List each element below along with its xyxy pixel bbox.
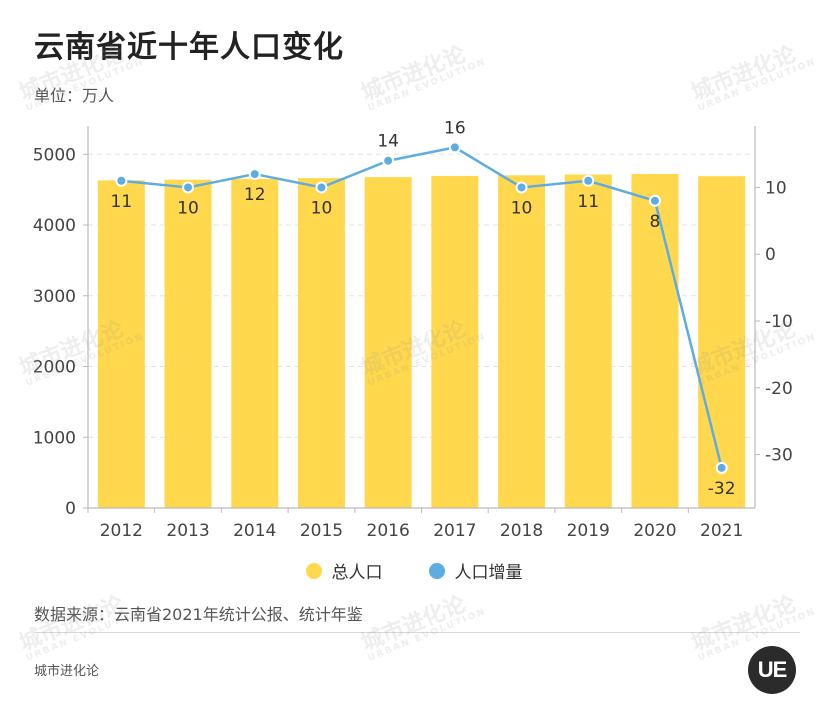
y-right-tick-label: -10 [765,312,793,332]
bar-total-2013 [164,179,212,509]
x-tick-label: 2013 [166,521,209,541]
chart-title: 云南省近十年人口变化 [34,30,344,65]
data-label-increase-2018: 10 [511,198,533,218]
data-label-increase-2012: 11 [111,192,133,212]
y-left-tick-label: 1000 [33,428,76,448]
data-label-increase-2015: 10 [311,198,333,218]
legend-item-total[interactable]: 总人口 [305,558,383,583]
data-label-increase-2019: 11 [577,192,599,212]
point-increase-2020 [648,194,661,207]
y-left-tick-label: 3000 [33,287,76,307]
data-label-increase-2017: 16 [444,118,466,138]
legend-swatch-total-icon [305,562,322,579]
data-label-increase-2020: 8 [650,212,661,232]
x-tick-label: 2016 [367,521,410,541]
x-tick-label: 2012 [100,521,143,541]
legend-item-increase[interactable]: 人口增量 [428,558,523,583]
y-right-tick-label: -20 [765,379,793,399]
point-increase-2016 [382,154,395,167]
x-tick-label: 2020 [633,521,676,541]
y-right-tick-label: 0 [765,245,776,265]
bar-total-2016 [364,177,412,508]
line-increase [121,146,723,469]
x-tick-label: 2019 [567,521,610,541]
bar-total-2020 [631,173,679,508]
point-increase-2017 [448,141,461,154]
point-increase-2018 [515,181,528,194]
point-increase-2012 [115,174,128,187]
legend-label-total: 总人口 [331,563,383,583]
x-tick-label: 2018 [500,521,543,541]
data-label-increase-2016: 14 [377,132,399,152]
unit-label: 单位：万人 [34,86,115,105]
y-left-tick-label: 2000 [33,358,76,378]
legend: 总人口 人口增量 [0,558,828,583]
data-source: 数据来源：云南省2021年统计公报、统计年鉴 [34,605,363,624]
bar-total-2021 [698,176,746,508]
bar-total-2019 [564,174,612,509]
point-increase-2019 [582,174,595,187]
bar-total-2012 [97,180,145,508]
bar-total-2014 [231,178,279,509]
bar-total-2015 [297,178,345,508]
x-tick-label: 2021 [700,521,743,541]
point-increase-2014 [248,168,261,181]
brand-logo-icon: UE [748,646,796,694]
footer-divider [34,632,800,633]
y-right-tick-label: 10 [765,178,787,198]
point-increase-2013 [182,181,195,194]
y-right-tick-label: -30 [765,446,793,466]
x-tick-label: 2015 [300,521,343,541]
x-tick-label: 2014 [233,521,276,541]
bar-total-2017 [431,176,479,508]
point-increase-2021 [715,461,728,474]
x-tick-label: 2017 [433,521,476,541]
legend-label-increase: 人口增量 [454,563,523,583]
y-left-tick-label: 5000 [33,145,76,165]
data-label-increase-2014: 12 [244,185,266,205]
data-label-increase-2021: -32 [708,479,736,499]
y-left-tick-label: 4000 [33,216,76,236]
y-left-tick-label: 0 [65,499,76,519]
point-increase-2015 [315,181,328,194]
data-label-increase-2013: 10 [177,198,199,218]
legend-swatch-increase-icon [428,562,445,579]
footer-brand: 城市进化论 [34,664,100,679]
bar-total-2018 [498,175,546,509]
